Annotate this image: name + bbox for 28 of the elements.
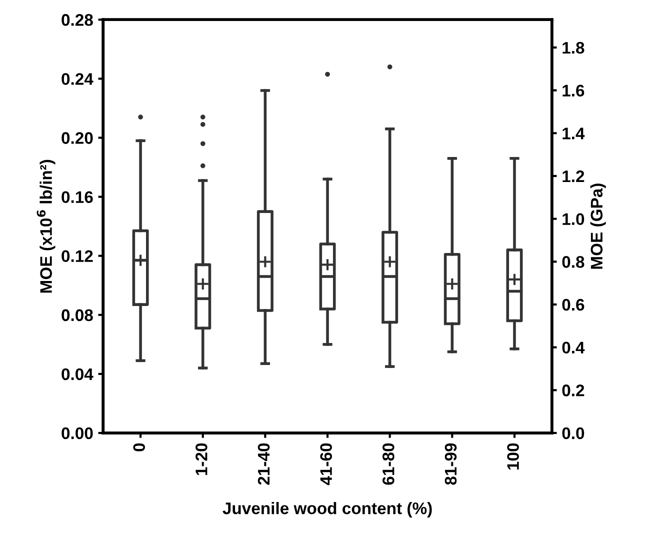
x-tick-label: 61-80 [382, 443, 394, 485]
y2-tick-label: 0.6 [562, 298, 584, 311]
y-axis-title: MOE (x10$^{6}$ lb/in²) [36, 160, 56, 293]
x-tick-label: 41-60 [320, 443, 332, 486]
x-tick-label: 0 [133, 443, 146, 452]
y2-tick-label: 1.8 [562, 42, 584, 54]
x-tick-label: 100 [507, 443, 519, 470]
y2-tick-label: 0.0 [562, 427, 584, 440]
y-tick-label: 0.16 [62, 191, 93, 203]
y-tick-label: 0.00 [62, 427, 93, 440]
y2-tick-label: 1.4 [562, 128, 585, 140]
x-tick-label: 21-40 [258, 443, 270, 485]
y-tick-label: 0.12 [62, 250, 93, 262]
y2-tick-label: 1.2 [562, 170, 584, 182]
y2-tick-label: 1.6 [562, 84, 584, 97]
y2-tick-label: 0.8 [562, 256, 584, 268]
y-tick-label: 0.08 [62, 309, 93, 322]
y2-axis-title: MOE (GPa) [590, 184, 606, 269]
y2-tick-label: 1.0 [562, 213, 584, 226]
x-axis-title: Juvenile wood content (%) [222, 502, 432, 518]
y-tick-label: 0.28 [62, 14, 93, 26]
y2-tick-label: 0.2 [562, 384, 584, 396]
x-tick-label: 81-99 [444, 443, 457, 485]
x-tick-label: 1-20 [196, 443, 208, 476]
y-tick-label: 0.20 [62, 132, 93, 144]
y-tick-label: 0.24 [62, 73, 94, 85]
y2-tick-label: 0.4 [562, 342, 585, 354]
y-tick-label: 0.04 [62, 368, 94, 380]
